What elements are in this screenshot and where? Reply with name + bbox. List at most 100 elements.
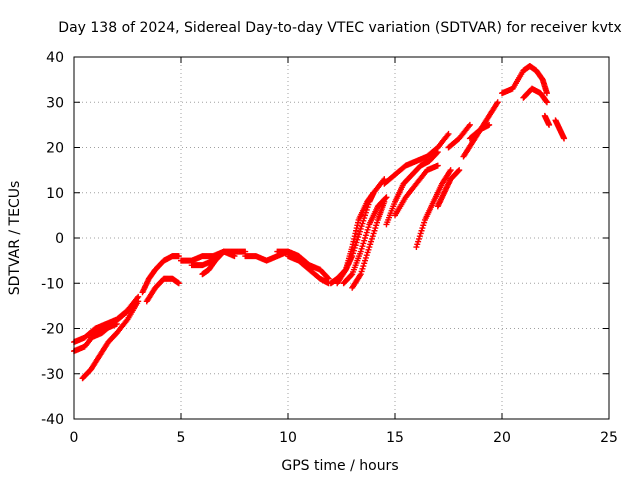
data-point [445,130,452,137]
data-point [362,235,369,241]
data-point [355,234,362,241]
data-point [360,240,367,247]
data-point [417,230,424,237]
x-tick-label: 20 [493,430,511,446]
data-point [416,233,423,240]
data-point [414,241,421,248]
data-point [366,244,373,251]
data-point [363,229,370,236]
series-track-26 [520,85,550,106]
x-tick-label: 25 [600,430,618,446]
x-tick-label: 10 [279,430,297,446]
y-tick-label: -20 [41,322,64,338]
data-point [175,253,182,260]
series-track-5 [139,253,182,296]
data-point [486,121,493,128]
data-point [455,168,462,175]
data-point [356,228,363,235]
data-points [71,63,568,382]
data-point [363,252,370,259]
y-tick-label: 20 [46,141,64,157]
y-tick-label: -30 [41,367,64,383]
series-track-27 [541,112,553,128]
data-point [418,227,425,234]
series-track-22 [445,121,473,151]
data-point [357,248,364,255]
data-point [433,149,440,156]
y-tick-label: -10 [41,276,64,292]
x-axis-label: GPS time / hours [281,458,398,474]
data-point [382,195,389,202]
series-track-12 [285,253,332,287]
data-point [364,249,371,256]
series-track-3 [79,298,142,382]
data-point [367,241,374,248]
series-track-9 [199,248,227,278]
data-point [368,235,375,242]
series-track-19 [392,162,441,219]
data-point [546,121,553,128]
grid-lines [74,57,609,419]
data-point [135,298,142,305]
series-track-21 [434,167,463,210]
data-point [374,219,381,226]
y-tick-label: -40 [41,412,64,428]
data-point [358,223,365,230]
data-point [220,248,227,255]
data-point [413,244,420,251]
data-point [381,198,388,205]
data-point [415,235,422,242]
data-point [371,227,378,234]
data-point [130,302,137,309]
data-point [360,217,367,224]
plot-frame [73,56,610,420]
chart-title: Day 138 of 2024, Sidereal Day-to-day VTE… [58,20,621,36]
data-point [365,246,372,253]
data-point [456,167,463,174]
data-point [420,222,427,229]
data-point [362,254,369,261]
data-point [494,99,501,106]
y-tick-label: 30 [46,95,64,111]
data-point [369,233,376,240]
y-tick-label: 0 [55,231,64,247]
series-track-28 [552,117,568,142]
series-track-16 [349,198,388,291]
series-track-17 [381,130,452,187]
data-point [434,162,441,169]
data-point [357,225,364,232]
data-point [543,99,550,106]
y-tick-label: 40 [46,50,64,66]
data-point [362,257,369,264]
series-track-18 [383,149,441,228]
data-point [357,271,364,278]
data-point [358,245,365,252]
data-point [354,236,361,243]
data-point [447,167,454,174]
data-point [361,260,368,267]
data-point [543,90,550,97]
data-point [360,263,367,270]
data-point [368,238,375,245]
x-tick-label: 15 [386,430,404,446]
data-point [362,232,369,239]
data-point [361,237,368,244]
data-point [561,135,568,142]
data-point [362,212,369,219]
data-point [365,224,372,231]
data-point [383,194,390,201]
x-tick-label: 0 [70,430,79,446]
series-track-4 [88,302,137,341]
series-track-23 [460,99,501,160]
data-point [364,226,371,233]
data-point [359,265,366,272]
data-point [231,253,238,260]
data-point [352,242,359,249]
data-point [348,272,355,279]
x-tick-label: 5 [177,430,186,446]
data-point [419,225,426,232]
data-point [359,220,366,227]
data-point [175,280,182,287]
